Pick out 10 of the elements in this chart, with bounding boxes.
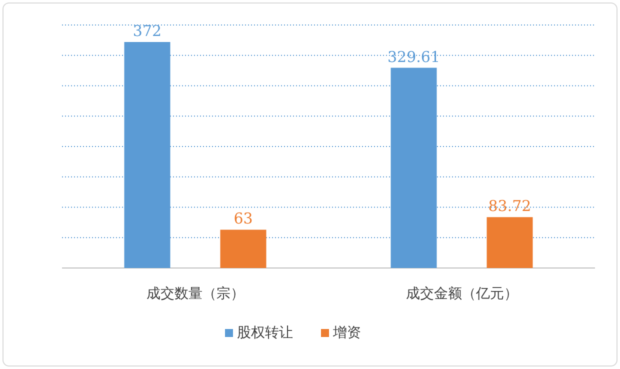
data-label: 329.61 xyxy=(388,48,440,66)
data-label: 372 xyxy=(132,22,162,40)
x-tick-label: 成交数量（宗） xyxy=(146,286,244,302)
bar xyxy=(220,230,266,268)
data-label: 83.72 xyxy=(488,197,532,216)
x-tick-label: 成交金额（亿元） xyxy=(406,286,518,302)
legend-label: 股权转让 xyxy=(237,325,293,341)
legend-label: 增资 xyxy=(332,325,361,341)
bar xyxy=(486,217,533,268)
data-label: 63 xyxy=(234,210,253,228)
